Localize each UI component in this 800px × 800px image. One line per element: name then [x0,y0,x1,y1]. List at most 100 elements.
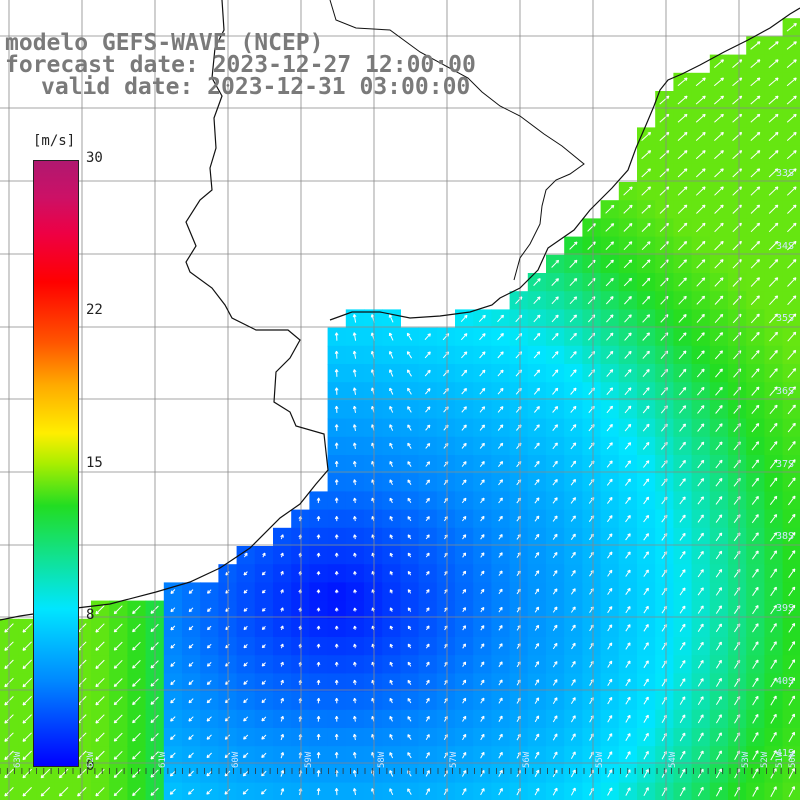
wind-arrow [334,733,339,741]
wind-arrow [407,661,412,667]
wind-arrow [625,496,631,505]
wind-arrow [169,770,176,777]
wind-arrow [425,770,430,777]
wind-arrow [334,497,339,504]
wind-arrow [715,605,722,614]
wind-arrow [787,331,797,342]
wind-arrow [352,405,357,413]
wind-arrow [750,295,760,306]
wind-arrow [462,661,467,667]
wind-arrow [625,751,631,760]
wind-arrow [570,351,577,359]
wind-arrow [788,513,796,524]
wind-arrow [750,150,761,160]
wind-arrow [769,441,778,451]
wind-arrow [679,605,686,614]
wind-arrow [534,588,540,595]
wind-arrow [132,678,141,687]
wind-arrow [752,605,759,615]
wind-arrow [424,351,431,359]
wind-arrow [95,696,105,706]
wind-arrow [679,696,686,705]
wind-arrow [498,679,503,686]
wind-arrow [113,678,123,687]
wind-arrow [406,351,413,359]
wind-arrow [280,643,284,649]
wind-arrow [425,461,431,467]
colorbar-unit: [m/s] [33,133,76,149]
forecast-date-label: forecast date: 2023-12-27 12:00:00 [5,52,476,78]
wind-arrow [334,460,339,468]
wind-arrow [679,532,686,541]
wind-arrow [715,623,722,633]
wind-arrow [678,350,687,360]
wind-arrow [389,661,394,667]
wind-arrow [334,625,339,630]
wind-arrow [606,460,613,468]
wind-arrow [462,607,466,613]
wind-arrow [533,314,541,323]
wind-arrow [751,477,759,487]
wind-arrow [552,588,558,595]
wind-arrow [606,387,614,396]
wind-arrow [534,570,540,577]
wind-arrow [606,423,613,432]
wind-arrow [316,715,321,722]
wind-arrow [679,496,686,505]
wind-arrow [407,589,412,594]
wind-arrow [606,478,613,486]
wind-arrow [425,534,430,540]
wind-arrow [132,751,141,760]
wind-arrow [678,368,687,378]
wind-arrow [132,641,141,651]
wind-arrow [461,388,467,395]
wind-arrow [786,186,797,196]
wind-arrow [352,788,357,796]
wind-arrow [750,41,761,50]
wind-arrow [678,387,687,396]
wind-arrow [261,770,267,777]
wind-arrow [552,442,558,450]
wind-arrow [389,387,394,395]
wind-speed-cell [782,782,800,800]
colorbar-tick-30: 30 [86,150,103,166]
wind-arrow [552,733,558,741]
lon-label: 54W [668,751,678,768]
wind-arrow [605,204,615,214]
wind-arrow [769,532,778,542]
wind-arrow [714,259,724,269]
wind-arrow [480,515,485,522]
wind-arrow [697,678,704,687]
wind-arrow [752,659,759,669]
wind-arrow [389,697,393,704]
wind-arrow [788,622,796,633]
wind-arrow [170,625,176,631]
wind-arrow [425,625,430,631]
wind-arrow [714,113,724,123]
wind-arrow [587,296,596,305]
wind-arrow [280,788,285,796]
wind-arrow [261,662,266,667]
wind-arrow [769,404,778,415]
wind-arrow [751,514,759,524]
wind-arrow [243,607,248,612]
wind-arrow [605,277,614,287]
wind-arrow [715,696,722,706]
wind-arrow [624,405,632,414]
lat-label: 36S [775,386,794,397]
wind-arrow [768,186,779,196]
wind-arrow [498,697,503,704]
colorbar-tick-22: 22 [86,302,103,318]
wind-arrow [498,715,503,722]
wind-arrow [607,624,613,632]
wind-arrow [334,479,339,486]
wind-arrow [788,586,796,597]
wind-arrow [605,296,614,305]
wind-arrow [389,442,394,449]
wind-arrow [461,442,467,449]
wind-arrow [677,222,688,233]
wind-arrow [552,661,558,668]
wind-arrow [714,295,724,305]
wind-arrow [316,534,321,540]
wind-arrow [534,624,540,631]
